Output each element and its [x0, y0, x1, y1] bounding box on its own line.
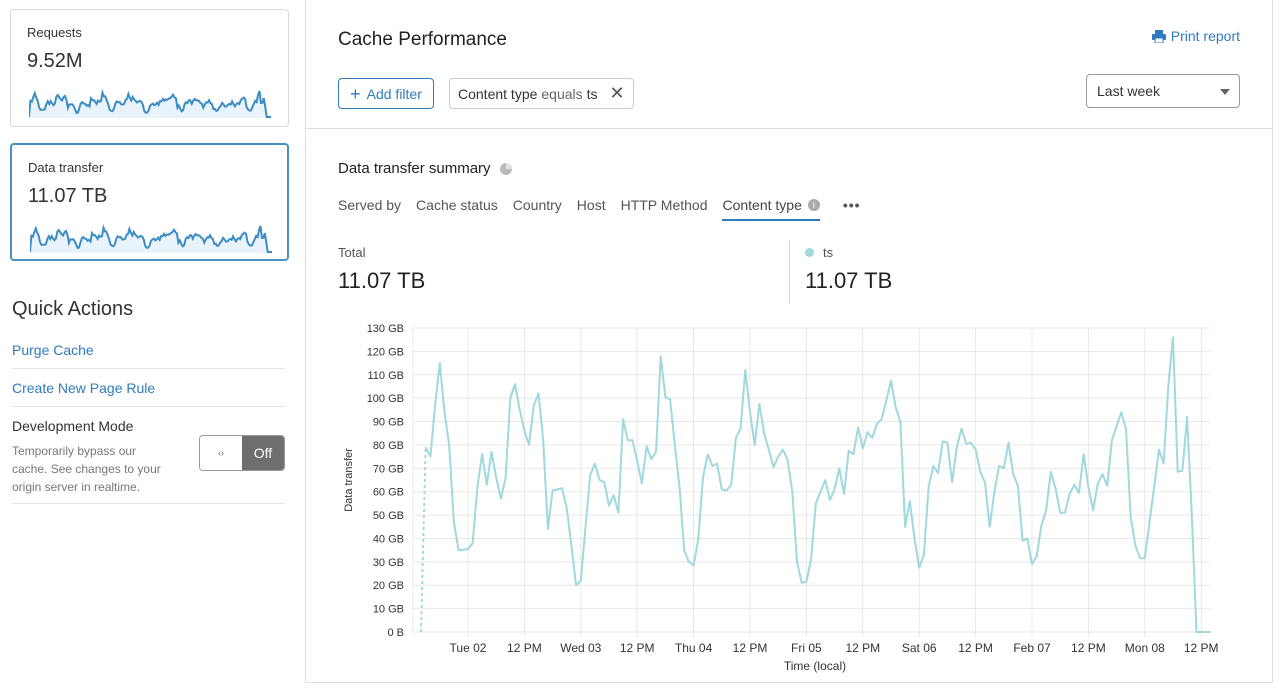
print-report-button[interactable]: Print report: [1151, 28, 1240, 44]
time-range-select[interactable]: Last week: [1086, 74, 1240, 108]
series-legend: ts: [805, 245, 833, 260]
sparkline-area: [30, 226, 272, 253]
data-transfer-sparkline: [30, 224, 272, 253]
divider: [12, 368, 285, 369]
total-value: 11.07 TB: [338, 268, 426, 293]
time-range-value: Last week: [1097, 83, 1161, 99]
section-title-text: Data transfer summary: [338, 160, 491, 177]
toggle-state: Off: [242, 436, 284, 470]
tab-content-type[interactable]: Content type i: [722, 197, 820, 221]
main-panel: Cache Performance Print report + Add fil…: [305, 0, 1273, 683]
requests-value: 9.52M: [27, 50, 83, 72]
dev-mode-description: Temporarily bypass our cache. See change…: [12, 444, 161, 494]
tab-host[interactable]: Host: [576, 197, 606, 213]
purge-cache-link[interactable]: Purge Cache: [12, 342, 94, 358]
data-transfer-value: 11.07 TB: [28, 185, 108, 207]
dev-mode-toggle[interactable]: ‹› Off: [199, 435, 285, 471]
requests-label: Requests: [27, 25, 82, 40]
series-label: ts: [823, 245, 834, 260]
filter-value: ts: [586, 85, 598, 102]
breakdown-tabs: Served by Cache status Country Host HTTP…: [338, 197, 861, 221]
requests-sparkline: [29, 89, 271, 118]
series-value: 11.07 TB: [805, 268, 893, 293]
remove-filter-close-icon[interactable]: ✕: [609, 83, 625, 103]
divider: [12, 503, 285, 504]
series-color-dot: [805, 248, 814, 257]
sparkline-line: [29, 89, 271, 118]
requests-card[interactable]: Requests 9.52M: [10, 9, 289, 127]
divider: [306, 128, 1272, 129]
plus-icon: +: [350, 83, 361, 104]
print-report-label: Print report: [1170, 28, 1240, 44]
sparkline-area: [29, 91, 271, 118]
dev-mode-title: Development Mode: [12, 418, 134, 434]
filter-field: Content type: [458, 85, 538, 102]
divider: [789, 240, 790, 304]
data-transfer-card[interactable]: Data transfer 11.07 TB: [10, 143, 289, 261]
add-filter-button[interactable]: + Add filter: [338, 78, 434, 109]
toggle-arrows-icon: ‹›: [200, 436, 242, 470]
info-icon[interactable]: i: [807, 199, 820, 211]
tab-cache-status[interactable]: Cache status: [416, 197, 498, 213]
chevron-down-icon: [1220, 89, 1230, 95]
more-tabs-button[interactable]: •••: [842, 197, 861, 213]
filter-operator: equals: [541, 85, 583, 102]
filter-chip: Content type equals ts ✕: [449, 78, 634, 109]
divider: [12, 406, 285, 407]
create-page-rule-link[interactable]: Create New Page Rule: [12, 380, 156, 396]
tab-served-by[interactable]: Served by: [338, 197, 402, 213]
data-transfer-label: Data transfer: [28, 160, 104, 175]
section-title: Data transfer summary: [338, 160, 513, 177]
tab-http-method[interactable]: HTTP Method: [620, 197, 708, 213]
pie-chart-icon[interactable]: [499, 162, 513, 176]
quick-actions-title: Quick Actions: [12, 298, 134, 320]
add-filter-label: Add filter: [366, 85, 422, 102]
tab-content-type-label: Content type: [722, 197, 802, 213]
page-title: Cache Performance: [338, 29, 507, 50]
printer-icon: [1151, 29, 1166, 43]
sparkline-line: [30, 224, 272, 253]
tab-country[interactable]: Country: [512, 197, 562, 213]
total-label: Total: [338, 245, 366, 260]
